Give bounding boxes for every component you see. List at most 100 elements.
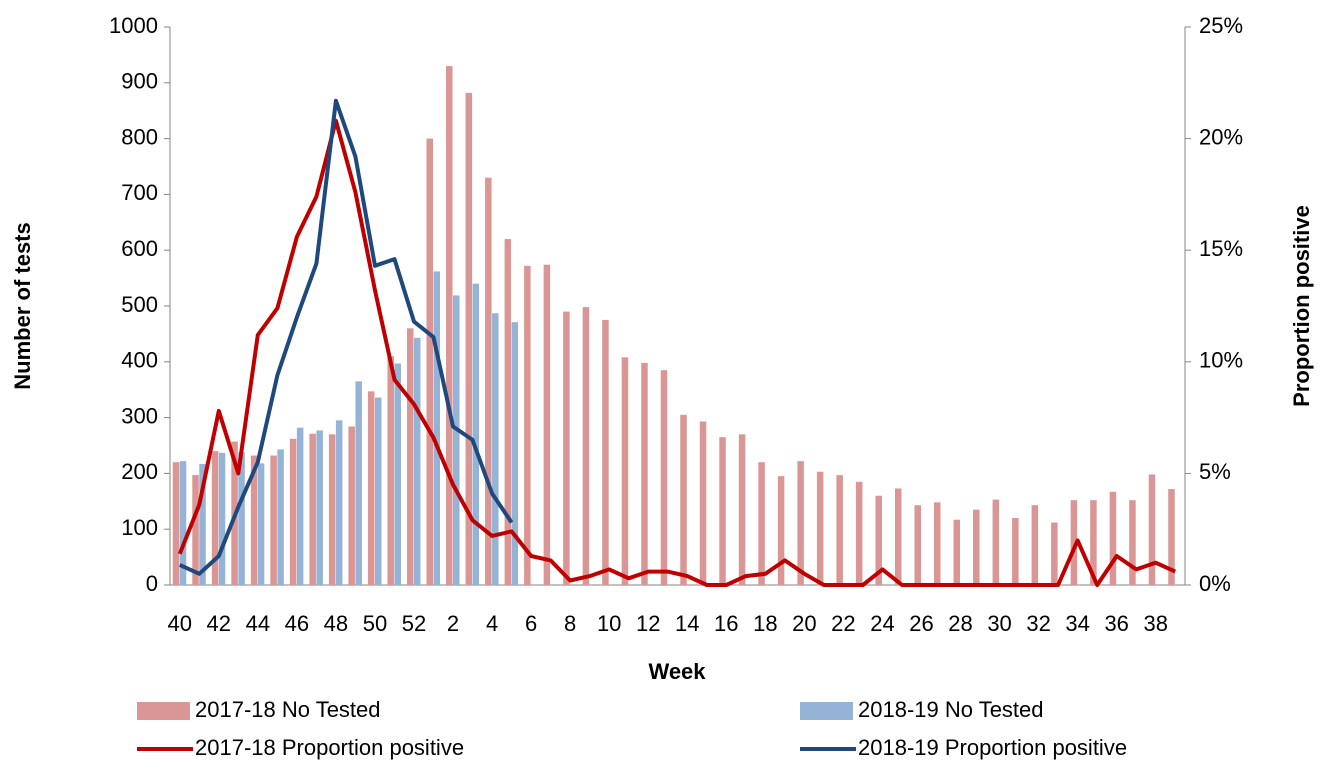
- x-tick-label: 48: [324, 611, 348, 636]
- bar: [738, 434, 746, 585]
- y-tick-label: 400: [121, 348, 158, 373]
- y2-tick-label: 5%: [1199, 459, 1231, 484]
- x-tick-label: 2: [447, 611, 459, 636]
- x-tick-label: 12: [636, 611, 660, 636]
- bar: [426, 138, 434, 585]
- y2-tick-label: 15%: [1199, 236, 1243, 261]
- bar: [472, 283, 480, 585]
- bar: [1012, 518, 1019, 585]
- bar: [953, 519, 961, 585]
- bar: [992, 499, 1000, 585]
- bar: [172, 462, 180, 585]
- legend-swatch: [800, 702, 853, 720]
- bar: [218, 452, 226, 585]
- bar: [355, 381, 362, 585]
- legend-swatch: [137, 702, 190, 720]
- bar: [1031, 505, 1039, 585]
- bar: [465, 92, 473, 586]
- bar: [348, 426, 355, 585]
- x-tick-label: 50: [363, 611, 387, 636]
- legend-label: 2017-18 No Tested: [195, 697, 381, 722]
- bar: [1168, 489, 1175, 585]
- y-tick-label: 900: [121, 69, 158, 94]
- y-tick-label: 1000: [109, 13, 158, 38]
- bar: [453, 295, 460, 585]
- bar: [199, 463, 206, 585]
- x-tick-label: 52: [402, 611, 426, 636]
- x-tick-label: 46: [285, 611, 309, 636]
- bar: [179, 461, 187, 585]
- y-tick-label: 200: [121, 459, 158, 484]
- x-tick-label: 22: [831, 611, 855, 636]
- bar: [316, 430, 323, 585]
- bar: [1051, 522, 1058, 585]
- y-axis-title: Number of tests: [10, 222, 35, 389]
- bar: [973, 509, 980, 585]
- x-tick-label: 18: [753, 611, 777, 636]
- x-tick-label: 26: [909, 611, 933, 636]
- x-tick-label: 34: [1065, 611, 1089, 636]
- bar: [777, 476, 785, 585]
- bar: [511, 322, 519, 585]
- bar: [446, 66, 453, 585]
- y2-tick-label: 10%: [1199, 348, 1243, 373]
- bar: [914, 505, 921, 585]
- x-tick-label: 32: [1026, 611, 1050, 636]
- line: [177, 118, 1177, 587]
- bar: [257, 463, 265, 585]
- x-tick-label: 16: [714, 611, 738, 636]
- x-tick-label: 40: [168, 611, 192, 636]
- y2-tick-label: 25%: [1199, 13, 1243, 38]
- bar: [289, 438, 297, 585]
- bar: [367, 391, 375, 585]
- bar: [485, 177, 492, 585]
- legend-label: 2017-18 Proportion positive: [195, 735, 464, 760]
- x-tick-label: 42: [207, 611, 231, 636]
- x-tick-label: 30: [987, 611, 1011, 636]
- y-tick-label: 100: [121, 515, 158, 540]
- bar: [335, 420, 343, 585]
- bar: [582, 307, 590, 585]
- bar: [238, 452, 245, 585]
- bar: [836, 475, 843, 585]
- bar: [277, 449, 284, 585]
- x-tick-label: 10: [597, 611, 621, 636]
- bar: [192, 475, 199, 585]
- bar: [797, 461, 804, 585]
- bar: [699, 421, 707, 585]
- bar: [875, 495, 882, 585]
- x-tick-label: 28: [948, 611, 972, 636]
- x-tick-label: 8: [564, 611, 576, 636]
- bar: [1148, 474, 1156, 585]
- bar: [894, 488, 902, 585]
- bar: [641, 362, 648, 585]
- bar: [1129, 500, 1136, 585]
- y-tick-label: 700: [121, 180, 158, 205]
- x-tick-label: 14: [675, 611, 699, 636]
- bar: [433, 271, 441, 585]
- bar: [504, 239, 512, 586]
- bar: [492, 313, 499, 585]
- x-tick-label: 6: [525, 611, 537, 636]
- bar: [563, 311, 570, 585]
- y-tick-label: 0: [146, 571, 158, 596]
- bar: [1090, 500, 1097, 585]
- bar: [816, 471, 824, 585]
- bar: [934, 502, 941, 585]
- y-tick-label: 300: [121, 403, 158, 428]
- line: [178, 98, 514, 576]
- bar: [211, 451, 219, 585]
- bar: [680, 414, 687, 585]
- bar: [621, 357, 629, 585]
- bar: [719, 437, 726, 585]
- bar: [270, 455, 277, 585]
- y-tick-label: 500: [121, 292, 158, 317]
- y-tick-label: 600: [121, 236, 158, 261]
- bar: [524, 265, 531, 585]
- x-tick-label: 38: [1143, 611, 1167, 636]
- bar: [250, 455, 258, 585]
- x-tick-label: 24: [870, 611, 894, 636]
- x-axis-title: Week: [648, 659, 706, 684]
- x-tick-label: 4: [486, 611, 498, 636]
